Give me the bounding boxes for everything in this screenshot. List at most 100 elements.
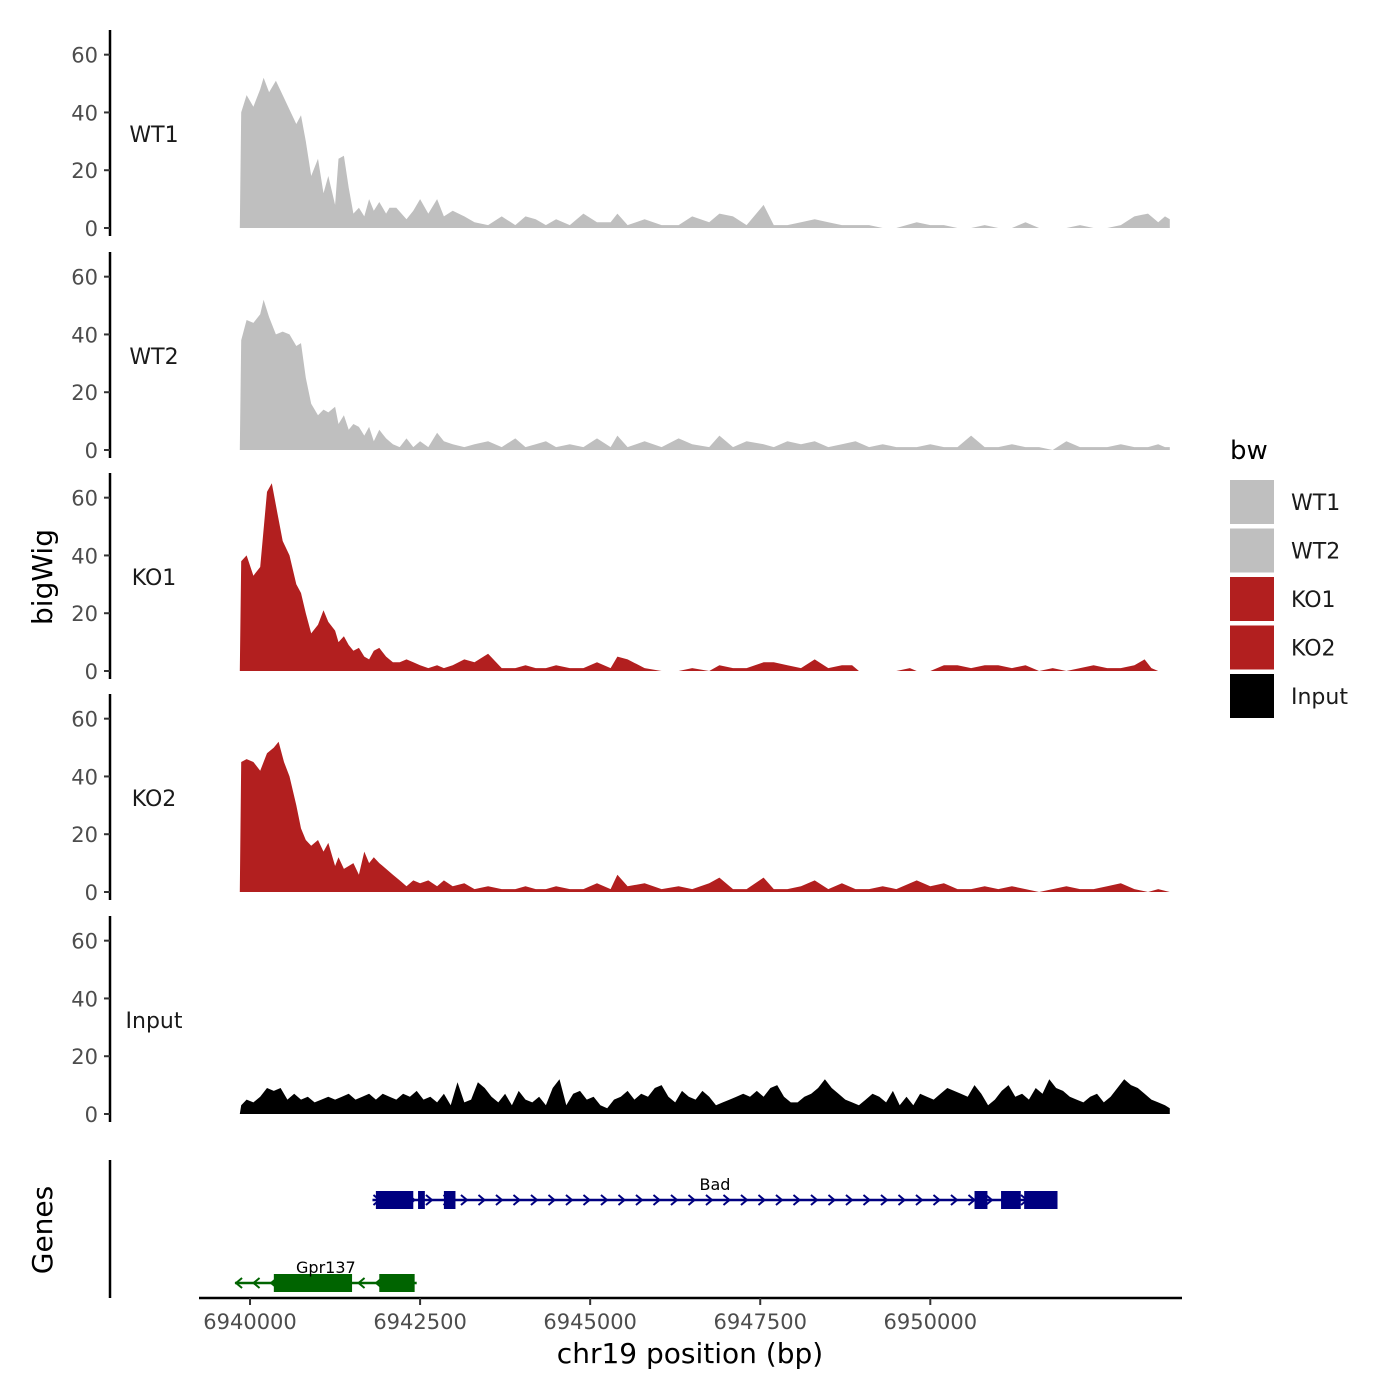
gene-exon [379,1274,415,1292]
track-label: WT2 [129,345,178,370]
x-tick-label: 6945000 [543,1310,637,1334]
strand-arrow [234,1277,243,1289]
strand-arrow [880,1194,889,1206]
strand-arrow [827,1194,837,1206]
y-tick-label: 20 [71,381,98,405]
track-area-ko1 [239,483,1170,671]
gene-exon [1001,1191,1021,1209]
x-tick-label: 6940000 [203,1310,297,1334]
strand-arrow [932,1194,942,1206]
legend: bw WT1 WT2 KO1 KO2 Input [1230,436,1348,718]
legend-title: bw [1230,436,1268,466]
y-axis-label: bigWig [26,529,59,625]
y-tick-label: 60 [71,44,98,68]
genes-axis-label: Genes [26,1186,59,1274]
legend-label: KO1 [1291,588,1336,613]
legend-item-wt1: WT1 [1230,480,1340,524]
track-wt2: 0 20 40 60 WT2 [71,252,1170,463]
strand-arrow [356,1277,366,1289]
gene-label: Bad [700,1175,731,1194]
y-tick-label: 20 [71,159,98,183]
strand-arrow [985,1194,994,1206]
strand-arrow [512,1194,522,1206]
strand-arrow [810,1194,819,1206]
gene-exon [418,1191,425,1209]
strand-arrow [617,1194,627,1206]
track-label: KO2 [132,787,177,812]
strand-arrow [547,1194,557,1206]
x-axis: 6940000 6942500 6945000 6947500 6950000 [199,1296,1182,1334]
strand-arrow [845,1194,854,1206]
legend-item-ko1: KO1 [1230,577,1336,621]
y-tick-label: 20 [71,1045,98,1069]
y-tick-label: 0 [85,881,98,905]
track-area-ko2 [239,741,1170,892]
strand-arrow [565,1194,574,1206]
y-tick-label: 60 [71,266,98,290]
strand-arrow [477,1194,487,1206]
gene-label: Gpr137 [296,1258,356,1277]
strand-arrow [425,1194,434,1206]
y-tick-label: 20 [71,602,98,626]
strand-arrow [897,1194,907,1206]
y-tick-label: 0 [85,660,98,684]
gene-bad: Bad [372,1175,1058,1209]
gene-exon [273,1274,353,1292]
y-tick-label: 60 [71,487,98,511]
track-label: KO1 [132,566,177,591]
strand-arrow [460,1194,469,1206]
track-wt1: 0 20 40 60 WT1 [71,30,1170,241]
track-label: WT1 [129,123,178,148]
y-tick-label: 40 [71,765,98,789]
y-tick-label: 20 [71,823,98,847]
y-tick-label: 40 [71,323,98,347]
strand-arrow [687,1194,697,1206]
genes-panel: Bad Gpr137 [108,1160,1058,1298]
strand-arrow [705,1194,714,1206]
strand-arrow [757,1194,767,1206]
track-label: Input [126,1009,183,1034]
legend-label: KO2 [1291,637,1336,662]
strand-arrow [582,1194,592,1206]
strand-arrow [740,1194,749,1206]
y-tick-label: 0 [85,217,98,241]
legend-key [1230,528,1274,573]
legend-label: WT2 [1291,540,1340,565]
track-input: 0 20 40 60 Input [71,916,1170,1127]
track-area-wt2 [239,299,1170,450]
strand-arrow [251,1277,261,1289]
x-tick-label: 6947500 [713,1310,807,1334]
gene-exon [375,1191,414,1209]
strand-arrow [775,1194,784,1206]
strand-arrow [792,1194,802,1206]
y-tick-label: 40 [71,987,98,1011]
y-tick-label: 40 [71,544,98,568]
legend-label: WT1 [1291,491,1340,516]
legend-key [1230,577,1274,621]
gene-gpr137: Gpr137 [234,1258,417,1292]
gene-exon [443,1191,456,1209]
strand-arrow [530,1194,539,1206]
legend-key [1230,674,1274,718]
x-axis-label: chr19 position (bp) [557,1337,823,1370]
x-tick-label: 6950000 [884,1310,978,1334]
strand-arrow [950,1194,959,1206]
track-ko1: 0 20 40 60 KO1 [71,473,1170,684]
tracks-layer: 0 20 40 60 WT1 0 20 40 60 WT2 0 20 40 60 KO1 0 20 40 60 KO2… [71,30,1170,1127]
strand-arrow [652,1194,662,1206]
track-ko2: 0 20 40 60 KO2 [71,694,1170,905]
strand-arrow [670,1194,679,1206]
legend-item-ko2: KO2 [1230,625,1336,670]
strand-arrow [495,1194,504,1206]
strand-arrow [722,1194,732,1206]
legend-key [1230,480,1274,524]
legend-label: Input [1291,685,1348,710]
track-area-wt1 [239,77,1170,228]
x-tick-label: 6942500 [373,1310,467,1334]
strand-arrow [600,1194,609,1206]
y-tick-label: 0 [85,439,98,463]
strand-arrow [967,1194,977,1206]
strand-arrow [862,1194,872,1206]
y-tick-label: 40 [71,101,98,125]
